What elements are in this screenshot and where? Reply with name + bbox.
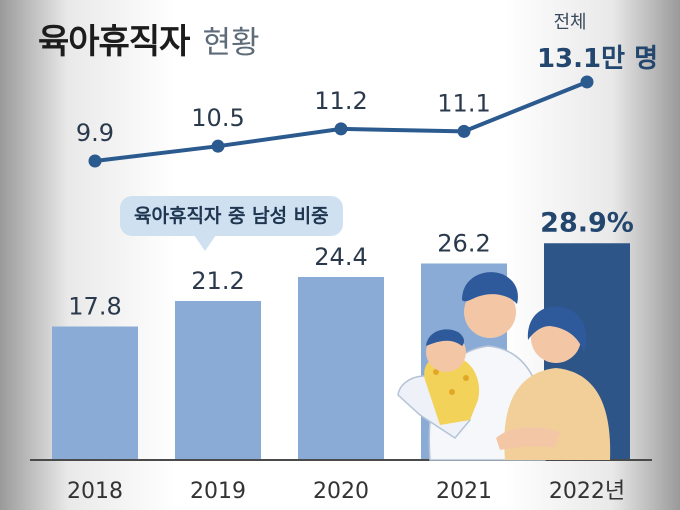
bar [175,301,261,460]
x-tick-label: 2020 [313,479,369,504]
line-value-label: 11.2 [314,87,367,115]
bar-value-label: 24.4 [314,243,367,271]
title-sub: 현황 [202,25,260,61]
total-value: 13.1만 명 [536,44,658,74]
chart-title: 육아휴직자 현황 [38,14,260,63]
line-value-label: 9.9 [76,119,114,147]
x-tick-label: 2019 [190,479,246,504]
line-point [457,124,471,138]
total-label: 전체 [553,12,587,33]
bar-value-label: 21.2 [191,267,244,295]
bar-value-label: 17.8 [68,293,121,321]
baby-dot [449,389,455,395]
baby-dot [463,375,469,381]
baby-dot [433,369,439,375]
line-point [334,122,348,136]
bar-value-label: 28.9% [540,207,634,238]
baby-hair [426,329,465,346]
x-tick-label: 2018 [67,479,123,504]
line-value-label: 11.1 [437,89,490,117]
x-tick-label: 2021 [436,479,492,504]
line-point [211,139,225,153]
callout-badge: 육아휴직자 중 남성 비중 [120,196,343,236]
x-tick-label: 2022년 [549,479,625,504]
bar-value-label: 26.2 [437,230,490,258]
bar [52,326,138,460]
father-hair [462,272,518,304]
line-point [88,154,102,168]
father-face [464,286,516,338]
bar [298,277,384,460]
title-main: 육아휴직자 [38,22,190,62]
mother-hand [496,427,560,450]
line-value-label: 10.5 [191,104,244,132]
line-point [580,75,594,89]
mother-hair [527,306,587,352]
callout-tail [194,235,216,251]
